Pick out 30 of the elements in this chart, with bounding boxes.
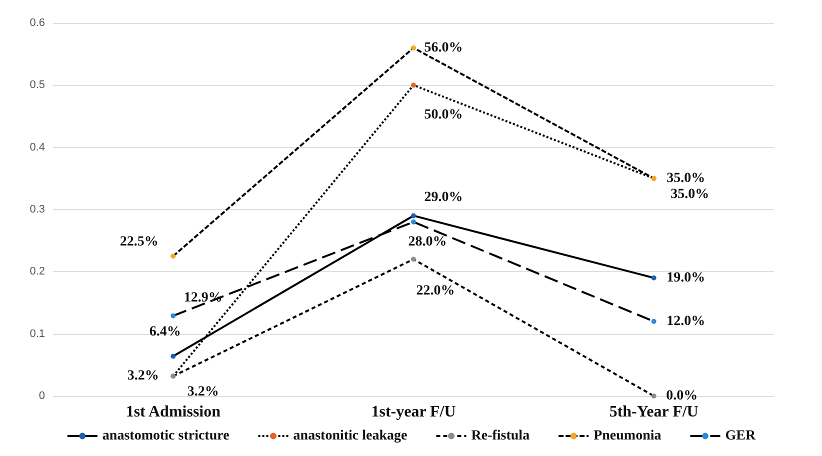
data-label: 22.0% — [416, 284, 455, 299]
data-label: 22.5% — [120, 234, 158, 250]
data-label: 50.0% — [424, 108, 463, 123]
data-label: 35.0% — [670, 186, 710, 202]
data-label: 6.4% — [149, 324, 181, 340]
x-tick-label: 1st-year F/U — [371, 404, 456, 420]
data-label: 12.0% — [666, 314, 706, 329]
y-tick-label: 0.1 — [30, 328, 45, 340]
legend-label: Re-fistula — [471, 428, 530, 444]
x-tick-label: 5th-Year F/U — [609, 404, 699, 420]
data-label: 19.0% — [666, 270, 706, 286]
legend-label: GER — [725, 428, 756, 444]
data-label: 56.0% — [424, 40, 463, 56]
y-tick-label: 0.3 — [30, 204, 45, 216]
legend-label: anastomotic stricture — [102, 428, 230, 444]
x-tick-label: 1st Admission — [126, 404, 221, 420]
y-tick-label: 0 — [38, 390, 45, 402]
data-label: 35.0% — [666, 170, 706, 186]
y-tick-label: 0.5 — [30, 79, 45, 92]
data-label: 0.0% — [666, 388, 698, 404]
data-label: 12.9% — [184, 290, 222, 306]
data-label: 29.0% — [424, 190, 463, 206]
data-label: 28.0% — [408, 234, 447, 250]
legend-label: Pneumonia — [594, 428, 662, 444]
y-tick-label: 0.4 — [30, 141, 45, 154]
data-label: 3.2% — [127, 368, 159, 384]
legend-label: anastonitic leakage — [293, 428, 408, 444]
data-label: 3.2% — [187, 384, 219, 400]
y-tick-label: 0.2 — [30, 266, 45, 278]
y-tick-label: 0.6 — [30, 17, 45, 29]
